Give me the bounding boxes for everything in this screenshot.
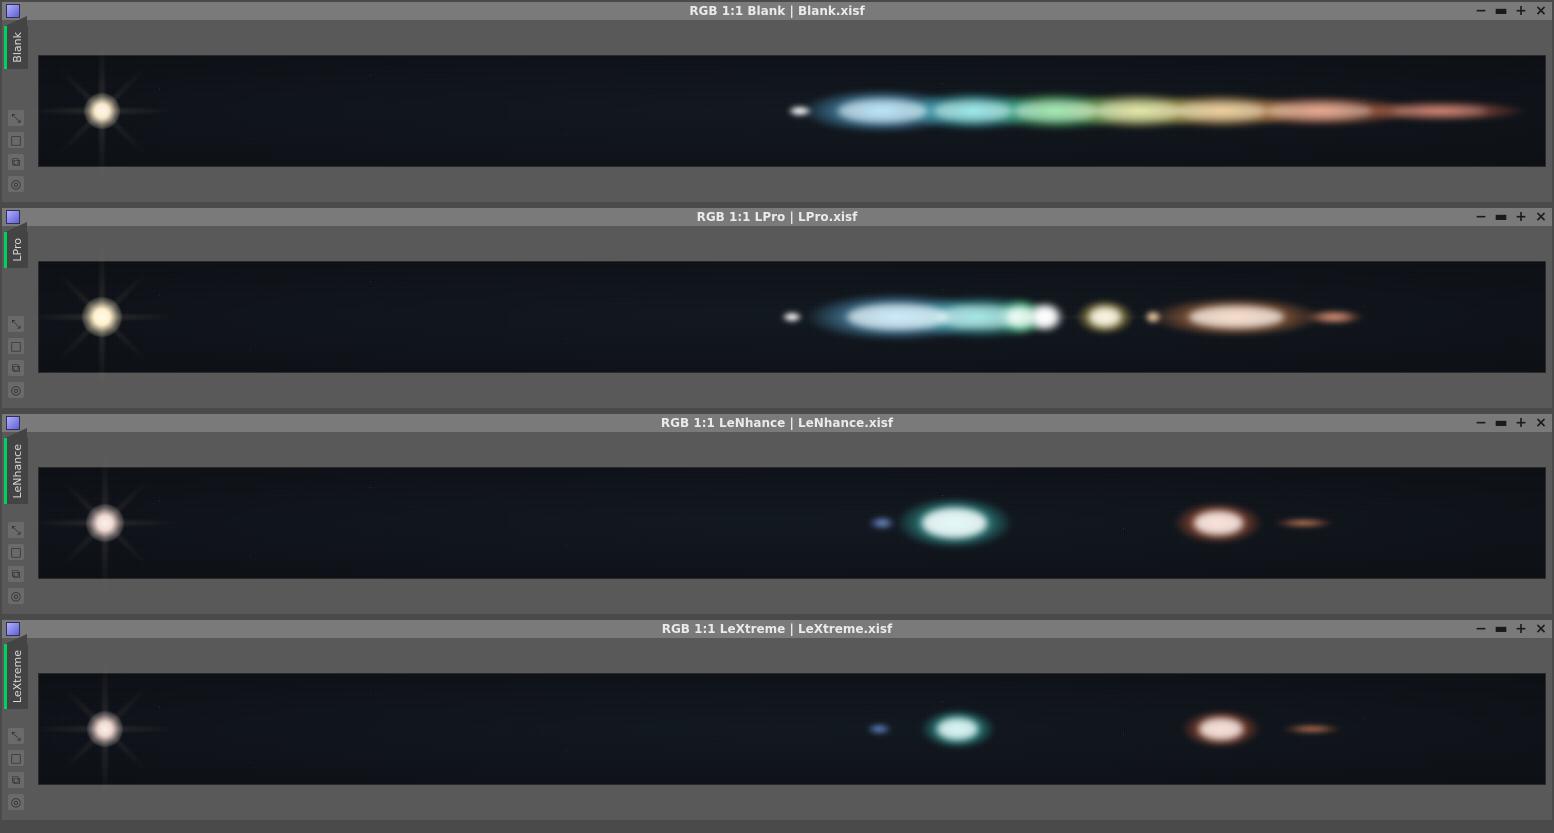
view-tab[interactable]: LeNhance	[4, 438, 28, 504]
target-icon[interactable]: ◎	[8, 794, 24, 810]
fit-view-icon[interactable]: ⤡	[8, 522, 24, 538]
view-tab-label: LPro	[11, 238, 24, 262]
window-controls: −▬ + ×	[1474, 414, 1548, 432]
spectrum-image	[38, 673, 1546, 785]
fit-view-icon[interactable]: ⤡	[8, 110, 24, 126]
client-area: LeNhance ⤡ □ ⧉ ◎	[2, 432, 1552, 614]
spectral-line	[897, 497, 1012, 549]
target-icon[interactable]: ◎	[8, 176, 24, 192]
spectral-line	[1151, 297, 1321, 337]
fit-view-icon[interactable]: ⤡	[8, 728, 24, 744]
maximize-button[interactable]: +	[1514, 210, 1528, 224]
image-window-lextreme: RGB 1:1 LeXtreme | LeXtreme.xisf −▬ + × LeXt…	[2, 620, 1552, 820]
minimize-button[interactable]: −	[1474, 622, 1488, 636]
duplicate-icon[interactable]: ⧉	[8, 772, 24, 788]
image-window-lpro: RGB 1:1 LPro | LPro.xisf −▬ + × LPro ⤡ □ ⧉ ◎	[2, 208, 1552, 408]
one-to-one-icon[interactable]: □	[8, 338, 24, 354]
window-title: RGB 1:1 LeNhance | LeNhance.xisf	[661, 416, 893, 430]
spectral-line	[781, 312, 803, 322]
spectral-line	[1274, 518, 1334, 528]
maximize-button[interactable]: +	[1514, 4, 1528, 18]
window-title: RGB 1:1 LeXtreme | LeXtreme.xisf	[662, 622, 893, 636]
window-controls: −▬ + ×	[1474, 620, 1548, 638]
shade-button[interactable]: ▬	[1494, 4, 1508, 18]
window-title: RGB 1:1 LPro | LPro.xisf	[697, 210, 858, 224]
spectral-line	[1024, 300, 1066, 334]
minimize-button[interactable]: −	[1474, 4, 1488, 18]
window-controls: −▬ + ×	[1474, 208, 1548, 226]
target-icon[interactable]: ◎	[8, 382, 24, 398]
close-button[interactable]: ×	[1534, 622, 1548, 636]
view-tab[interactable]: Blank	[4, 26, 28, 69]
image-window-blank: RGB 1:1 Blank | Blank.xisf −▬ + × Blank ⤡ □ ⧉ ◎	[2, 2, 1552, 202]
spectral-line	[1355, 100, 1525, 122]
spectral-line	[921, 709, 995, 749]
zero-order-star	[87, 711, 123, 747]
view-tab-label: LeNhance	[11, 444, 24, 498]
view-tab-label: LeXtreme	[11, 650, 24, 703]
shade-button[interactable]: ▬	[1494, 210, 1508, 224]
sidebar-tools: ⤡ □ ⧉ ◎	[8, 316, 24, 398]
titlebar[interactable]: RGB 1:1 LeXtreme | LeXtreme.xisf −▬ + ×	[2, 620, 1552, 638]
one-to-one-icon[interactable]: □	[8, 544, 24, 560]
view-tab[interactable]: LPro	[4, 232, 28, 268]
fit-view-icon[interactable]: ⤡	[8, 316, 24, 332]
window-title: RGB 1:1 Blank | Blank.xisf	[689, 4, 864, 18]
titlebar[interactable]: RGB 1:1 LeNhance | LeNhance.xisf −▬ + ×	[2, 414, 1552, 432]
duplicate-icon[interactable]: ⧉	[8, 566, 24, 582]
duplicate-icon[interactable]: ⧉	[8, 154, 24, 170]
titlebar[interactable]: RGB 1:1 Blank | Blank.xisf −▬ + ×	[2, 2, 1552, 20]
shade-button[interactable]: ▬	[1494, 622, 1508, 636]
maximize-button[interactable]: +	[1514, 416, 1528, 430]
target-icon[interactable]: ◎	[8, 588, 24, 604]
viewport[interactable]	[32, 20, 1552, 202]
zero-order-star	[86, 504, 124, 542]
client-area: LPro ⤡ □ ⧉ ◎	[2, 226, 1552, 408]
spectrum-image	[38, 261, 1546, 373]
viewport[interactable]	[32, 638, 1552, 820]
close-button[interactable]: ×	[1534, 210, 1548, 224]
viewport[interactable]	[32, 226, 1552, 408]
spectrum-image	[38, 467, 1546, 579]
sidebar-tools: ⤡ □ ⧉ ◎	[8, 110, 24, 192]
duplicate-icon[interactable]: ⧉	[8, 360, 24, 376]
spectral-line	[1076, 299, 1134, 335]
spectral-line	[868, 516, 896, 530]
minimize-button[interactable]: −	[1474, 210, 1488, 224]
sidebar: LeXtreme ⤡ □ ⧉ ◎	[2, 638, 32, 820]
sidebar: LeNhance ⤡ □ ⧉ ◎	[2, 432, 32, 614]
spectral-line	[866, 723, 892, 735]
minimize-button[interactable]: −	[1474, 416, 1488, 430]
client-area: LeXtreme ⤡ □ ⧉ ◎	[2, 638, 1552, 820]
client-area: Blank ⤡ □ ⧉ ◎	[2, 20, 1552, 202]
window-controls: −▬ + ×	[1474, 2, 1548, 20]
spectral-line	[1182, 710, 1260, 748]
viewport[interactable]	[32, 432, 1552, 614]
close-button[interactable]: ×	[1534, 416, 1548, 430]
view-tab[interactable]: LeXtreme	[4, 644, 28, 709]
sidebar: Blank ⤡ □ ⧉ ◎	[2, 20, 32, 202]
zero-order-star	[82, 297, 122, 337]
titlebar[interactable]: RGB 1:1 LPro | LPro.xisf −▬ + ×	[2, 208, 1552, 226]
spectral-line	[1174, 502, 1262, 544]
maximize-button[interactable]: +	[1514, 622, 1528, 636]
spectral-line	[1282, 724, 1342, 734]
image-window-lenhance: RGB 1:1 LeNhance | LeNhance.xisf −▬ + × LeNh…	[2, 414, 1552, 614]
zero-order-star	[84, 93, 120, 129]
close-button[interactable]: ×	[1534, 4, 1548, 18]
shade-button[interactable]: ▬	[1494, 416, 1508, 430]
spectrum-image	[38, 55, 1546, 167]
one-to-one-icon[interactable]: □	[8, 132, 24, 148]
sidebar-tools: ⤡ □ ⧉ ◎	[8, 728, 24, 810]
sidebar-tools: ⤡ □ ⧉ ◎	[8, 522, 24, 604]
one-to-one-icon[interactable]: □	[8, 750, 24, 766]
view-tab-label: Blank	[11, 32, 24, 63]
spectral-line	[1304, 309, 1364, 325]
